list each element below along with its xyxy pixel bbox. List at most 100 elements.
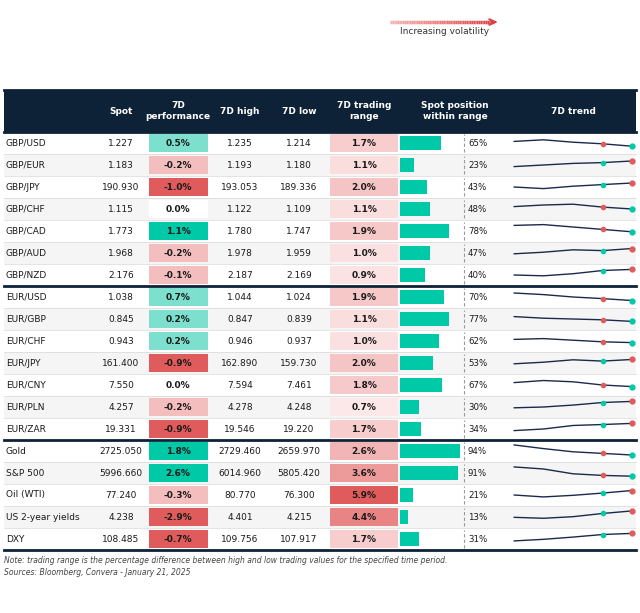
Text: 1.1%: 1.1% <box>351 314 376 324</box>
FancyBboxPatch shape <box>400 158 414 172</box>
Text: S&P 500: S&P 500 <box>6 468 44 478</box>
FancyBboxPatch shape <box>149 354 208 372</box>
Text: 1.978: 1.978 <box>227 248 253 257</box>
Text: 5.9%: 5.9% <box>351 490 376 500</box>
Text: EUR/PLN: EUR/PLN <box>6 403 45 411</box>
FancyBboxPatch shape <box>400 224 449 238</box>
Text: 1.1%: 1.1% <box>351 161 376 170</box>
Text: 21%: 21% <box>468 490 487 500</box>
FancyBboxPatch shape <box>400 422 421 436</box>
FancyBboxPatch shape <box>4 352 636 374</box>
FancyBboxPatch shape <box>330 332 398 350</box>
Text: 1.193: 1.193 <box>227 161 253 170</box>
FancyBboxPatch shape <box>149 486 208 504</box>
Text: US 2-year yields: US 2-year yields <box>6 512 79 522</box>
FancyBboxPatch shape <box>4 154 636 176</box>
FancyBboxPatch shape <box>149 508 208 526</box>
Text: 1.180: 1.180 <box>286 161 312 170</box>
Text: 1.773: 1.773 <box>108 226 134 235</box>
Text: 108.485: 108.485 <box>102 535 140 544</box>
FancyBboxPatch shape <box>149 222 208 240</box>
Text: 2659.970: 2659.970 <box>278 446 321 455</box>
Text: 53%: 53% <box>468 359 487 368</box>
Text: Gold: Gold <box>6 446 27 455</box>
FancyBboxPatch shape <box>400 202 430 216</box>
FancyBboxPatch shape <box>400 312 449 326</box>
FancyBboxPatch shape <box>149 156 208 174</box>
Text: 31%: 31% <box>468 535 487 544</box>
Text: 0.943: 0.943 <box>108 337 134 346</box>
FancyBboxPatch shape <box>400 136 441 150</box>
Text: 2725.050: 2725.050 <box>100 446 143 455</box>
FancyBboxPatch shape <box>330 288 398 306</box>
FancyBboxPatch shape <box>4 374 636 396</box>
Text: 6014.960: 6014.960 <box>218 468 262 478</box>
Text: 2.176: 2.176 <box>108 270 134 280</box>
FancyBboxPatch shape <box>4 396 636 418</box>
Text: -0.9%: -0.9% <box>164 359 192 368</box>
Text: 2.0%: 2.0% <box>351 183 376 191</box>
Text: Note: trading range is the percentage difference between high and low trading va: Note: trading range is the percentage di… <box>4 556 447 565</box>
Text: 7D low: 7D low <box>282 107 316 115</box>
Text: 13%: 13% <box>468 512 487 522</box>
Text: EUR/CHF: EUR/CHF <box>6 337 45 346</box>
Text: GBP/AUD: GBP/AUD <box>6 248 47 257</box>
Text: 1.183: 1.183 <box>108 161 134 170</box>
Text: Spot position
within range: Spot position within range <box>421 101 489 121</box>
Text: 7D trading
range: 7D trading range <box>337 101 391 121</box>
Text: 2729.460: 2729.460 <box>219 446 261 455</box>
Text: 1.115: 1.115 <box>108 205 134 213</box>
Text: 78%: 78% <box>468 226 487 235</box>
Text: 34%: 34% <box>468 424 487 433</box>
FancyBboxPatch shape <box>400 246 430 260</box>
FancyBboxPatch shape <box>149 530 208 548</box>
FancyBboxPatch shape <box>400 466 458 480</box>
Text: 7D high: 7D high <box>220 107 260 115</box>
FancyBboxPatch shape <box>4 264 636 286</box>
Text: -0.2%: -0.2% <box>164 161 192 170</box>
Text: 1.8%: 1.8% <box>351 381 376 389</box>
Text: 1.1%: 1.1% <box>351 205 376 213</box>
Text: 4.4%: 4.4% <box>351 512 376 522</box>
FancyBboxPatch shape <box>4 528 636 550</box>
FancyBboxPatch shape <box>149 244 208 262</box>
Text: GBP/USD: GBP/USD <box>6 139 47 148</box>
Text: 1.747: 1.747 <box>286 226 312 235</box>
Text: 23%: 23% <box>468 161 487 170</box>
Text: DXY: DXY <box>6 535 24 544</box>
FancyBboxPatch shape <box>400 510 408 524</box>
FancyBboxPatch shape <box>330 134 398 152</box>
Text: 2.187: 2.187 <box>227 270 253 280</box>
Text: 67%: 67% <box>468 381 487 389</box>
Text: 109.756: 109.756 <box>221 535 259 544</box>
Text: 1.968: 1.968 <box>108 248 134 257</box>
FancyBboxPatch shape <box>330 156 398 174</box>
FancyBboxPatch shape <box>4 462 636 484</box>
FancyBboxPatch shape <box>4 242 636 264</box>
FancyBboxPatch shape <box>149 376 208 394</box>
Text: GBP/CAD: GBP/CAD <box>6 226 47 235</box>
Text: 2.169: 2.169 <box>286 270 312 280</box>
Text: EUR/JPY: EUR/JPY <box>6 359 40 368</box>
FancyBboxPatch shape <box>4 484 636 506</box>
Text: 0.847: 0.847 <box>227 314 253 324</box>
Text: 0.0%: 0.0% <box>166 205 190 213</box>
FancyBboxPatch shape <box>149 288 208 306</box>
Text: 19.220: 19.220 <box>284 424 315 433</box>
Text: 0.946: 0.946 <box>227 337 253 346</box>
Text: 91%: 91% <box>468 468 487 478</box>
Text: 1.235: 1.235 <box>227 139 253 148</box>
FancyBboxPatch shape <box>4 176 636 198</box>
Text: 1.038: 1.038 <box>108 292 134 302</box>
Text: EUR/GBP: EUR/GBP <box>6 314 46 324</box>
Text: 76.300: 76.300 <box>283 490 315 500</box>
FancyBboxPatch shape <box>330 222 398 240</box>
Text: 0.2%: 0.2% <box>166 337 190 346</box>
FancyBboxPatch shape <box>4 440 636 462</box>
FancyBboxPatch shape <box>4 506 636 528</box>
Text: 4.215: 4.215 <box>286 512 312 522</box>
Text: 7D trend: 7D trend <box>550 107 595 115</box>
Text: -2.9%: -2.9% <box>164 512 193 522</box>
Text: 1.9%: 1.9% <box>351 292 376 302</box>
Text: 7D
performance: 7D performance <box>145 101 211 121</box>
